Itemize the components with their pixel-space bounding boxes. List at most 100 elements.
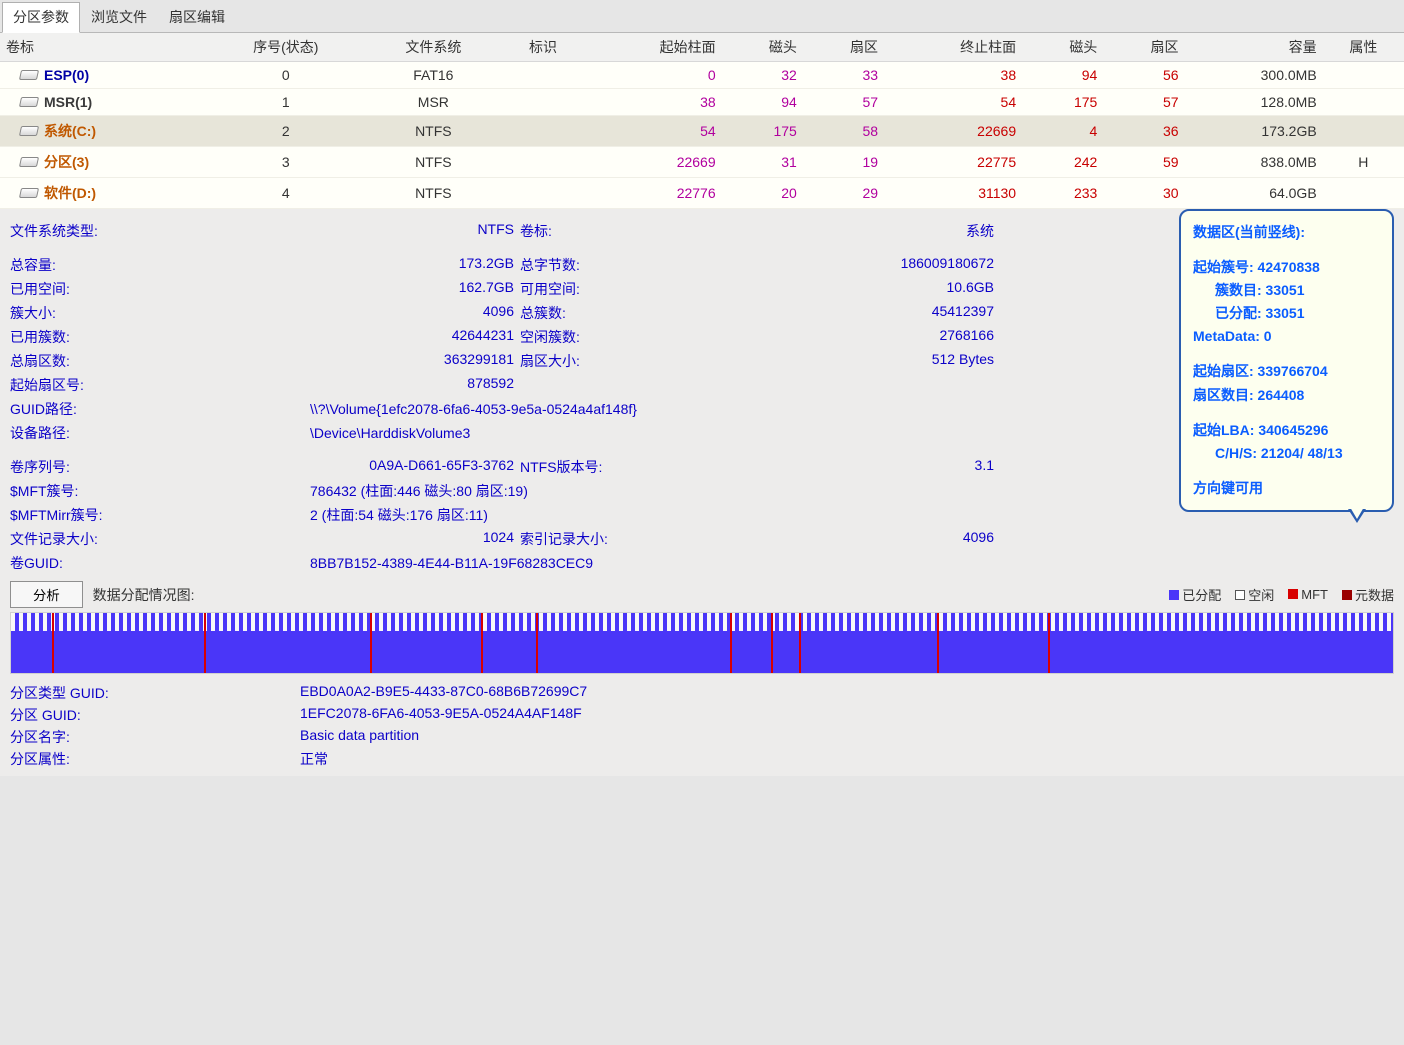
col-header[interactable]: 序号(状态) — [207, 33, 364, 62]
legend-item: 空闲 — [1235, 585, 1274, 604]
stat-label: 总簇数: — [520, 301, 640, 325]
col-header[interactable]: 标识 — [502, 33, 583, 62]
stat-label: 可用空间: — [520, 277, 640, 301]
stat-label: 总扇区数: — [10, 349, 130, 373]
stat-label: 索引记录大小: — [520, 527, 640, 551]
stat-label: 设备路径: — [10, 423, 130, 443]
guid-label: 分区名字: — [10, 727, 300, 747]
stat-value: 0A9A-D661-65F3-3762 — [130, 455, 520, 479]
table-row[interactable]: 分区(3)3NTFS2266931192277524259838.0MBH — [0, 147, 1404, 178]
col-header[interactable]: 文件系统 — [364, 33, 502, 62]
stat-value: 3.1 — [640, 455, 1000, 479]
stat-label: 卷标: — [520, 219, 640, 243]
chart-mark — [730, 613, 732, 673]
chart-mark — [771, 613, 773, 673]
disk-icon — [19, 188, 39, 198]
col-header[interactable]: 属性 — [1323, 33, 1404, 62]
guid-value: Basic data partition — [300, 727, 419, 747]
stat-value: 10.6GB — [640, 277, 1000, 301]
chart-mark — [799, 613, 801, 673]
disk-icon — [19, 126, 39, 136]
stat-value: 2768166 — [640, 325, 1000, 349]
details-panel: 文件系统类型:NTFS卷标:系统总容量:173.2GB总字节数:18600918… — [0, 209, 1404, 776]
stat-value: 系统 — [640, 219, 1000, 243]
guid-value: 正常 — [300, 749, 328, 769]
tooltip-line: 起始扇区: 339766704 — [1193, 360, 1380, 383]
stat-value: 2 (柱面:54 磁头:176 扇区:11) — [130, 507, 488, 523]
legend-item: MFT — [1288, 587, 1328, 602]
stat-label: 卷GUID: — [10, 553, 130, 573]
col-header[interactable]: 磁头 — [722, 33, 803, 62]
analyze-button[interactable]: 分析 — [10, 581, 83, 608]
stat-label: 文件记录大小: — [10, 527, 130, 551]
disk-icon — [19, 97, 39, 107]
tooltip-line: 起始LBA: 340645296 — [1193, 419, 1380, 442]
tab-扇区编辑[interactable]: 扇区编辑 — [158, 2, 236, 32]
disk-icon — [19, 157, 39, 167]
tooltip-line: 起始簇号: 42470838 — [1193, 256, 1380, 279]
chart-mark — [536, 613, 538, 673]
stat-label: NTFS版本号: — [520, 455, 640, 479]
tooltip-line: 簇数目: 33051 — [1193, 279, 1380, 302]
chart-mark — [52, 613, 54, 673]
stat-label: 簇大小: — [10, 301, 130, 325]
guid-value: 1EFC2078-6FA6-4053-9E5A-0524A4AF148F — [300, 705, 582, 725]
legend-item: 元数据 — [1342, 585, 1394, 604]
legend: 已分配空闲 MFT 元数据 — [1169, 585, 1394, 604]
tooltip-line: 已分配: 33051 — [1193, 302, 1380, 325]
stat-label: $MFTMirr簇号: — [10, 505, 130, 525]
table-row[interactable]: 软件(D:)4NTFS227762029311302333064.0GB — [0, 178, 1404, 209]
col-header[interactable]: 终止柱面 — [884, 33, 1022, 62]
allocation-chart[interactable] — [10, 612, 1394, 674]
guid-label: 分区类型 GUID: — [10, 683, 300, 703]
stat-label: 卷序列号: — [10, 455, 130, 479]
stat-label: 已用空间: — [10, 277, 130, 301]
guid-value: EBD0A0A2-B9E5-4433-87C0-68B6B72699C7 — [300, 683, 587, 703]
stat-label: 已用簇数: — [10, 325, 130, 349]
stat-value: 1024 — [130, 527, 520, 551]
table-row[interactable]: MSR(1)1MSR3894575417557128.0MB — [0, 89, 1404, 116]
legend-item: 已分配 — [1169, 585, 1221, 604]
stat-value: 786432 (柱面:446 磁头:80 扇区:19) — [130, 483, 528, 499]
stat-value: 162.7GB — [130, 277, 520, 301]
stat-value: 4096 — [640, 527, 1000, 551]
col-header[interactable]: 卷标 — [0, 33, 207, 62]
table-row[interactable]: 系统(C:)2NTFS541755822669436173.2GB — [0, 116, 1404, 147]
stat-value: 878592 — [130, 373, 520, 397]
cursor-tooltip: 数据区(当前竖线): 起始簇号: 42470838簇数目: 33051已分配: 3… — [1179, 209, 1394, 512]
stat-value: 186009180672 — [640, 253, 1000, 277]
guid-label: 分区 GUID: — [10, 705, 300, 725]
tooltip-line: MetaData: 0 — [1193, 325, 1380, 348]
allocation-label: 数据分配情况图: — [93, 585, 195, 605]
stat-value — [640, 373, 1000, 397]
col-header[interactable]: 扇区 — [1103, 33, 1184, 62]
chart-mark — [481, 613, 483, 673]
stat-value: 512 Bytes — [640, 349, 1000, 373]
stat-value: 4096 — [130, 301, 520, 325]
tab-分区参数[interactable]: 分区参数 — [2, 2, 80, 33]
col-header[interactable]: 磁头 — [1022, 33, 1103, 62]
tab-bar: 分区参数浏览文件扇区编辑 — [0, 0, 1404, 33]
tooltip-title: 数据区(当前竖线): — [1193, 221, 1380, 244]
stat-value: \Device\HarddiskVolume3 — [130, 425, 470, 441]
chart-mark — [370, 613, 372, 673]
stat-value: \\?\Volume{1efc2078-6fa6-4053-9e5a-0524a… — [130, 401, 637, 417]
stat-value: 42644231 — [130, 325, 520, 349]
stat-label: GUID路径: — [10, 399, 130, 419]
col-header[interactable]: 容量 — [1185, 33, 1323, 62]
stat-label: 空闲簇数: — [520, 325, 640, 349]
col-header[interactable]: 起始柱面 — [584, 33, 722, 62]
stat-label: 总字节数: — [520, 253, 640, 277]
stat-value: 363299181 — [130, 349, 520, 373]
stat-label: 文件系统类型: — [10, 219, 130, 243]
table-row[interactable]: ESP(0)0FAT1603233389456300.0MB — [0, 62, 1404, 89]
tooltip-footer: 方向键可用 — [1193, 477, 1380, 500]
tab-浏览文件[interactable]: 浏览文件 — [80, 2, 158, 32]
chart-mark — [937, 613, 939, 673]
tooltip-line: C/H/S: 21204/ 48/13 — [1193, 442, 1380, 465]
col-header[interactable]: 扇区 — [803, 33, 884, 62]
disk-icon — [19, 70, 39, 80]
stat-label — [520, 373, 640, 397]
tooltip-line: 扇区数目: 264408 — [1193, 384, 1380, 407]
partition-table: 卷标序号(状态)文件系统标识起始柱面磁头扇区终止柱面磁头扇区容量属性 ESP(0… — [0, 33, 1404, 209]
